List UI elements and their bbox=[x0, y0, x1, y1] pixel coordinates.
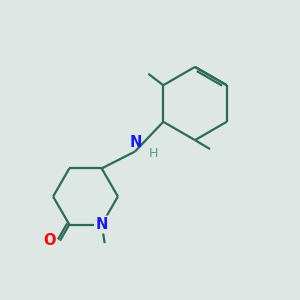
Text: N: N bbox=[95, 217, 108, 232]
Text: O: O bbox=[43, 233, 56, 248]
Text: H: H bbox=[148, 147, 158, 161]
Text: N: N bbox=[129, 135, 142, 150]
